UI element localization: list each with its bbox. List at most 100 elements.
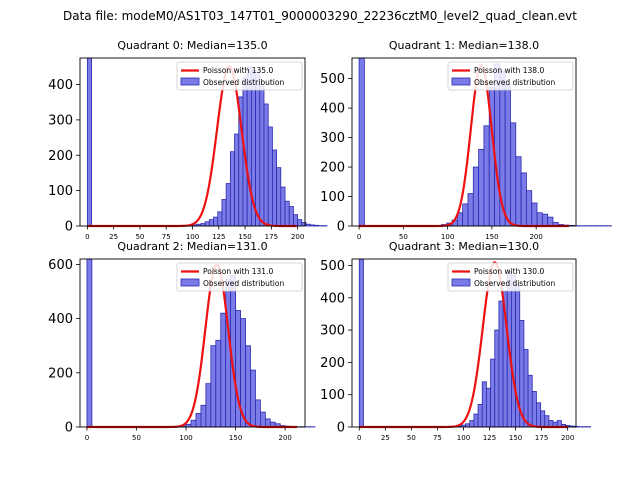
- bar: [259, 411, 266, 428]
- legend-box: [447, 61, 574, 91]
- bar: [267, 126, 273, 227]
- legend-box: [176, 262, 303, 292]
- bar: [288, 206, 294, 227]
- bar: [250, 369, 256, 428]
- subplot-quadrant-0: Quadrant 0: Median=135.0 0 100 200 300 400 0 25…: [48, 39, 328, 241]
- legend: Poisson with 138.0 Observed distribution: [447, 61, 574, 91]
- bar: [483, 125, 490, 227]
- y-tick-label: 100: [320, 190, 345, 205]
- bar: [467, 193, 474, 227]
- bar: [205, 383, 212, 428]
- bar: [234, 133, 240, 227]
- y-tick-label: 0: [337, 421, 345, 436]
- subplot-quadrant-2: Quadrant 2: Median=131.0 0 200 400 600 0 50 100…: [48, 240, 316, 442]
- y-tick-label: 400: [320, 102, 345, 117]
- bar: [221, 199, 227, 227]
- subplot-title: Quadrant 3: Median=130.0: [389, 240, 539, 253]
- bar: [520, 172, 527, 227]
- bar: [225, 278, 232, 428]
- bar: [229, 151, 235, 227]
- bar: [536, 402, 541, 428]
- bar: [276, 167, 282, 227]
- bar: [309, 224, 315, 227]
- bar: [263, 103, 269, 227]
- x-tick-label: 25: [381, 434, 390, 442]
- legend-label-observed: Observed distribution: [203, 279, 284, 288]
- bar: [245, 345, 251, 428]
- axes-frame: [79, 258, 306, 428]
- bar: [477, 403, 483, 428]
- x-tick-label: 200: [561, 434, 574, 442]
- bar: [220, 312, 227, 428]
- bar: [208, 219, 214, 227]
- bar: [280, 186, 286, 227]
- bar: [259, 85, 265, 227]
- bar: [215, 339, 222, 428]
- x-tick-label: 100: [441, 233, 454, 241]
- bar: [204, 221, 210, 227]
- legend-label-observed: Observed distribution: [474, 78, 555, 87]
- bar: [314, 224, 320, 227]
- x-tick-label: 100: [179, 434, 192, 442]
- bar: [481, 381, 487, 428]
- bar: [293, 214, 299, 227]
- x-tick-label: 50: [407, 434, 416, 442]
- bar: [494, 329, 500, 428]
- x-tick-label: 100: [186, 233, 199, 241]
- subplot-title: Quadrant 1: Median=138.0: [389, 39, 539, 52]
- legend-bar-swatch: [180, 77, 200, 86]
- subplot-quadrant-1: Quadrant 1: Median=138.0 0 100 200 300 400 500…: [320, 39, 612, 241]
- legend-label-poisson: Poisson with 131.0: [203, 267, 273, 276]
- bar-zero-bin: [358, 258, 364, 428]
- legend-bar-swatch: [451, 77, 471, 86]
- legend-box: [447, 262, 574, 292]
- bar-zero-bin: [86, 57, 92, 227]
- bar: [523, 349, 529, 428]
- bar: [305, 223, 311, 227]
- x-tick-label: 0: [85, 434, 89, 442]
- x-tick-label: 150: [485, 233, 498, 241]
- bar: [531, 202, 538, 227]
- bar: [225, 183, 231, 227]
- bar: [510, 122, 517, 227]
- bar: [210, 345, 217, 428]
- bar: [515, 156, 522, 227]
- bar: [511, 274, 516, 428]
- y-tick-label: 300: [320, 131, 345, 146]
- x-tick-label: 200: [291, 233, 304, 241]
- bar-zero-bin: [358, 57, 365, 227]
- legend-label-observed: Observed distribution: [474, 279, 555, 288]
- bar: [462, 203, 469, 227]
- bar: [246, 66, 252, 227]
- y-tick-label: 500: [320, 72, 345, 87]
- x-tick-label: 150: [229, 434, 242, 442]
- y-tick-label: 0: [337, 220, 345, 235]
- y-tick-label: 200: [320, 161, 345, 176]
- x-tick-label: 200: [278, 434, 291, 442]
- y-tick-label: 600: [48, 258, 73, 273]
- bar: [536, 212, 543, 227]
- x-tick-label: 75: [433, 434, 442, 442]
- legend-box: [176, 61, 303, 91]
- x-tick-label: 125: [483, 434, 496, 442]
- bar: [255, 71, 261, 227]
- y-tick-label: 0: [65, 220, 73, 235]
- subplot-quadrant-3: Quadrant 3: Median=130.00100200300400500…: [320, 240, 591, 442]
- x-tick-label: 50: [132, 434, 141, 442]
- bar: [527, 374, 533, 428]
- x-tick-label: 150: [509, 434, 522, 442]
- x-tick-label: 200: [529, 233, 542, 241]
- x-tick-label: 50: [399, 233, 408, 241]
- legend-label-poisson: Poisson with 130.0: [474, 267, 544, 276]
- y-tick-label: 200: [48, 366, 73, 381]
- x-tick-label: 125: [212, 233, 225, 241]
- bar: [473, 413, 479, 428]
- y-tick-label: 200: [48, 149, 73, 164]
- y-tick-label: 400: [48, 312, 73, 327]
- bar: [498, 300, 504, 428]
- bar: [284, 200, 290, 227]
- axes-frame: [351, 258, 577, 428]
- bar: [485, 387, 491, 428]
- legend-label-observed: Observed distribution: [203, 78, 284, 87]
